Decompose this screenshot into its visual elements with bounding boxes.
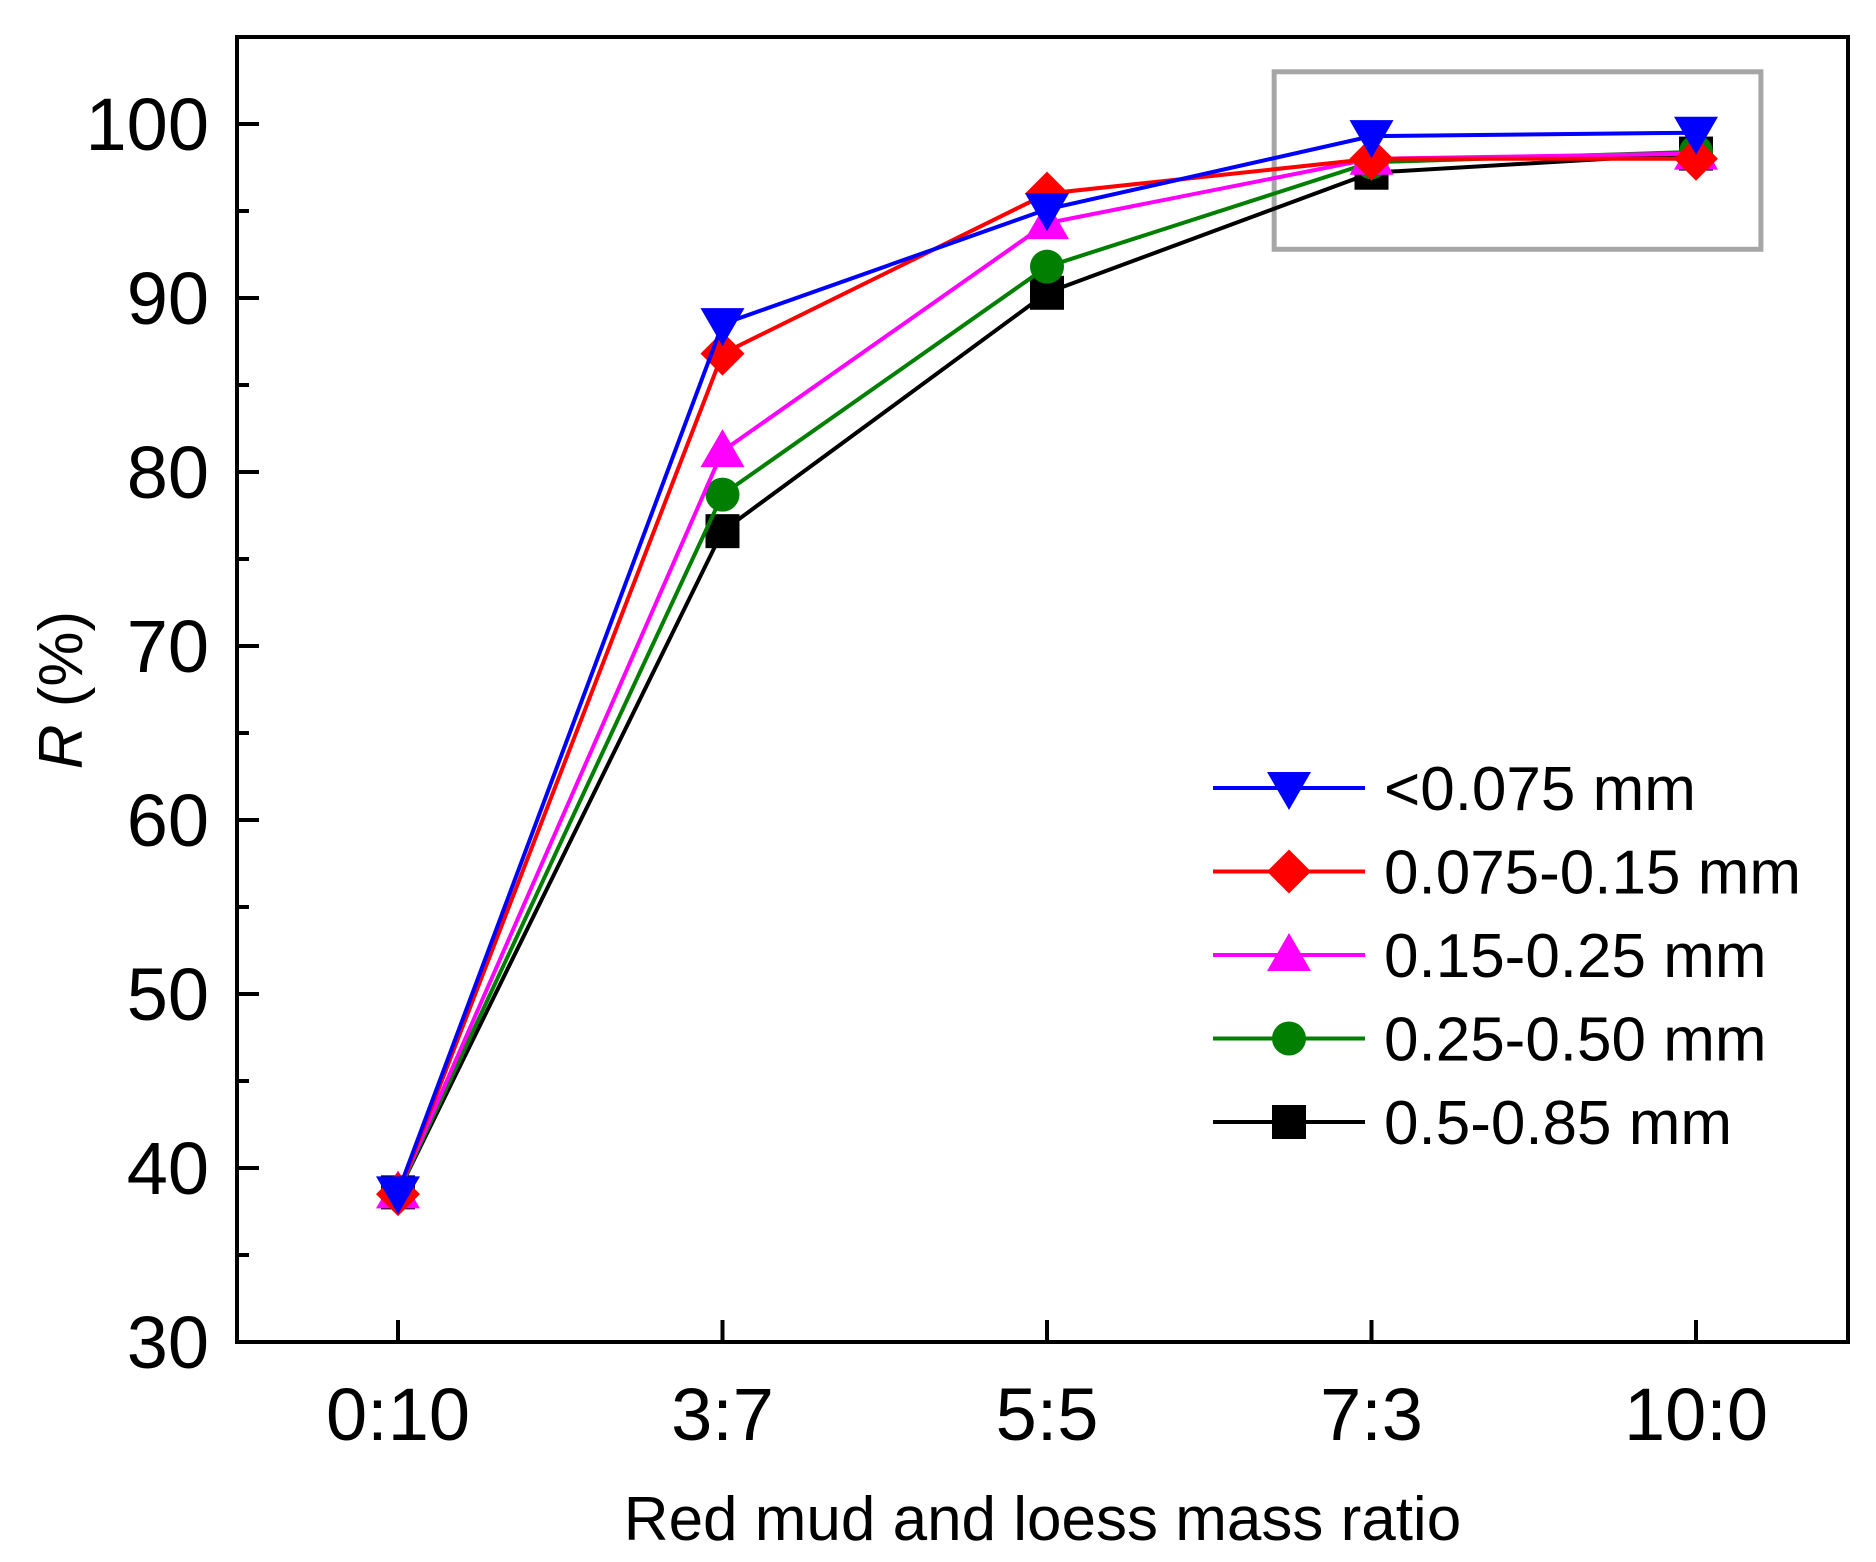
- data-point: [1030, 249, 1064, 284]
- plot-frame: [235, 35, 1850, 1344]
- legend-label: 0.15-0.25 mm: [1384, 922, 1767, 991]
- x-axis-title: Red mud and loess mass ratio: [624, 1485, 1461, 1554]
- y-axis-title: R (%): [27, 611, 96, 769]
- y-tick-label: 60: [127, 779, 209, 862]
- y-axis-title-unit: (%): [27, 611, 96, 725]
- data-point: [1674, 116, 1718, 155]
- data-point: [1025, 193, 1069, 232]
- series--0-075-mm: [376, 116, 1718, 1215]
- data-point: [1349, 136, 1394, 181]
- data-point: [700, 331, 745, 376]
- legend-marker: [1272, 1105, 1306, 1139]
- legend-label: <0.075 mm: [1384, 755, 1696, 824]
- legend-item: 0.15-0.25 mm: [1213, 922, 1767, 991]
- legend-item: 0.5-0.85 mm: [1213, 1089, 1732, 1158]
- legend-item: <0.075 mm: [1213, 755, 1696, 824]
- data-point: [1674, 136, 1718, 181]
- data-point: [376, 1176, 420, 1215]
- legend-marker: [1272, 1021, 1306, 1056]
- x-tick-label: 7:3: [1320, 1373, 1423, 1456]
- data-point: [1349, 120, 1394, 159]
- data-point: [705, 477, 740, 512]
- y-tick-label: 40: [127, 1127, 209, 1210]
- legend-item: 0.075-0.15 mm: [1213, 839, 1801, 908]
- legend-marker: [1267, 933, 1311, 971]
- legend-marker: [1267, 849, 1311, 894]
- y-axis-title-italic: R: [27, 724, 96, 769]
- y-tick-label: 70: [127, 605, 209, 688]
- legend-item: 0.25-0.50 mm: [1213, 1006, 1767, 1075]
- x-tick-label: 10:0: [1624, 1373, 1768, 1456]
- legend-marker: [1267, 772, 1311, 810]
- data-point: [700, 308, 745, 347]
- y-tick-label: 80: [127, 431, 209, 514]
- legend-label: 0.075-0.15 mm: [1384, 839, 1801, 908]
- legend-label: 0.5-0.85 mm: [1384, 1089, 1732, 1158]
- y-tick-label: 30: [127, 1301, 209, 1384]
- x-tick-label: 0:10: [326, 1373, 470, 1456]
- x-tick-label: 5:5: [996, 1373, 1099, 1456]
- highlight-box: [1271, 69, 1764, 252]
- legend-label: 0.25-0.50 mm: [1384, 1006, 1767, 1075]
- y-tick-label: 90: [127, 257, 209, 340]
- x-tick-label: 3:7: [671, 1373, 774, 1456]
- y-tick-label: 100: [86, 83, 209, 166]
- data-point: [700, 429, 745, 468]
- y-tick-label: 50: [127, 953, 209, 1036]
